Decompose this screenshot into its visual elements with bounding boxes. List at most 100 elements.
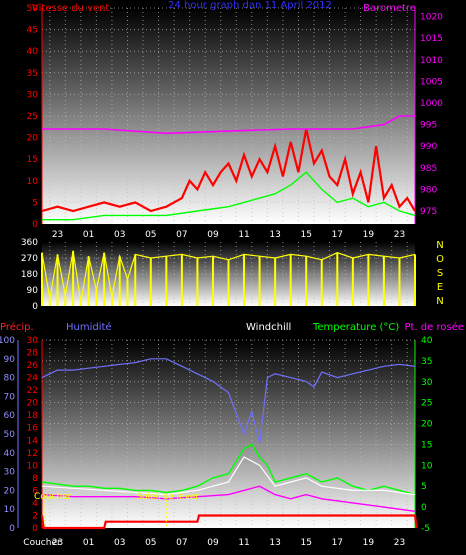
precip-y-tick: 2 [32, 511, 38, 521]
wind-x-tick: 13 [269, 230, 280, 240]
sunset-annotation: Coucher [34, 492, 72, 502]
temp-x-tick: 13 [269, 538, 280, 548]
wind-x-tick: 17 [332, 230, 343, 240]
temp-y-tick: -5 [421, 524, 430, 534]
humidity-y-tick: 50 [4, 430, 16, 440]
pressure-y-tick: 1015 [420, 34, 443, 44]
dewpoint-line [41, 485, 416, 512]
temp-x-tick: 01 [83, 538, 94, 548]
pressure-line [42, 115, 415, 135]
pressure-y-tick: 990 [420, 142, 437, 152]
wind-y-tick: 45 [27, 26, 38, 36]
wind-y-tick: 40 [27, 47, 39, 57]
precip-y-tick: 26 [27, 361, 39, 371]
direction-y-tick: 180 [21, 270, 38, 280]
temp-y-tick: 5 [421, 482, 427, 492]
temp-y-tick: 30 [421, 378, 433, 388]
temp-x-tick: 23 [394, 538, 405, 548]
humidity-y-tick: 30 [4, 468, 16, 478]
sunrise-annotation: Soleil se lever [136, 492, 199, 502]
windchill-label: Windchill [246, 322, 291, 333]
temp-x-tick: 03 [114, 538, 125, 548]
wind-x-tick: 11 [238, 230, 249, 240]
direction-line [41, 250, 416, 303]
wind-x-tick: 23 [52, 230, 63, 240]
temp-y-tick: 25 [421, 399, 432, 409]
precip-y-tick: 28 [27, 349, 39, 359]
pressure-y-tick: 1005 [420, 77, 443, 87]
wind-panel [42, 8, 415, 224]
precip-y-tick: 16 [27, 424, 39, 434]
precip-y-tick: 30 [27, 336, 39, 346]
pressure-y-tick: 1000 [420, 99, 443, 109]
temp-x-tick: 07 [176, 538, 187, 548]
temperature-label: Temperature (°C) [312, 322, 399, 333]
direction-y-tick: 360 [21, 238, 38, 248]
precip-label: Précip. [0, 321, 34, 333]
wind-x-tick: 23 [394, 230, 405, 240]
dewpoint-label: Pt. de rosée [404, 321, 464, 333]
wind-y-tick: 5 [32, 198, 38, 208]
precip-y-tick: 6 [32, 486, 38, 496]
wind-x-tick: 19 [363, 230, 375, 240]
humidity-y-tick: 20 [4, 486, 16, 496]
wind-y-tick: 35 [27, 69, 38, 79]
wind-x-tick: 01 [83, 230, 94, 240]
precip-y-tick: 24 [27, 374, 39, 384]
pressure-y-tick: 985 [420, 164, 437, 174]
wind-speed-line [41, 128, 416, 213]
direction-letter: O [436, 254, 444, 265]
temp-y-tick: 15 [421, 440, 432, 450]
wind-x-tick: 07 [176, 230, 187, 240]
temp-y-tick: 0 [421, 503, 427, 513]
pressure-y-tick: 1010 [420, 56, 443, 66]
gust-line [42, 171, 416, 221]
wind-y-tick: 10 [27, 177, 39, 187]
temp-x-tick: 09 [207, 538, 219, 548]
direction-y-tick: 90 [27, 286, 39, 296]
wind-y-tick: 25 [27, 112, 38, 122]
wind-x-tick: 03 [114, 230, 125, 240]
pressure-y-tick: 995 [420, 121, 437, 131]
precip-y-tick: 8 [32, 474, 38, 484]
temp-x-tick: 19 [363, 538, 375, 548]
humidity-y-tick: 100 [0, 336, 15, 346]
temp-x-tick: 11 [238, 538, 249, 548]
wind-x-tick: 09 [207, 230, 219, 240]
wind-x-tick: 05 [145, 230, 156, 240]
precip-y-tick: 22 [27, 386, 38, 396]
humidity-y-tick: 40 [4, 449, 16, 459]
temp-panel [42, 340, 415, 528]
humidity-y-tick: 80 [4, 374, 16, 384]
wind-y-tick: 30 [27, 90, 39, 100]
humidity-y-tick: 0 [9, 524, 15, 534]
temp-x-tick: 23 [52, 538, 63, 548]
pressure-y-tick: 1020 [420, 13, 443, 23]
temp-y-tick: 10 [421, 461, 433, 471]
direction-letter: N [436, 296, 443, 307]
precip-y-tick: 14 [27, 436, 39, 446]
pressure-label: Barometre [363, 3, 416, 14]
pressure-y-tick: 975 [420, 207, 437, 217]
temp-x-tick: Coucher [23, 538, 61, 548]
humidity-y-tick: 60 [4, 411, 16, 421]
temp-y-tick: 20 [421, 420, 433, 430]
precip-y-tick: 18 [27, 411, 39, 421]
precip-y-tick: 4 [32, 499, 38, 509]
direction-letter: S [437, 268, 443, 279]
wind-y-tick: 15 [27, 155, 38, 165]
temp-x-tick: 05 [145, 538, 156, 548]
wind-label: Vitesse du vent [32, 3, 109, 14]
humidity-y-tick: 70 [4, 392, 16, 402]
direction-letter: E [437, 282, 443, 293]
precip-y-tick: 0 [32, 524, 38, 534]
direction-letter: N [436, 240, 443, 251]
wind-x-tick: 15 [300, 230, 311, 240]
wind-y-tick: 0 [32, 220, 38, 230]
chart-title: 24 hour graph dan 11 April 2012 [168, 0, 332, 11]
humidity-y-tick: 90 [4, 355, 16, 365]
temp-y-tick: 40 [421, 336, 433, 346]
windchill-line [41, 456, 416, 496]
